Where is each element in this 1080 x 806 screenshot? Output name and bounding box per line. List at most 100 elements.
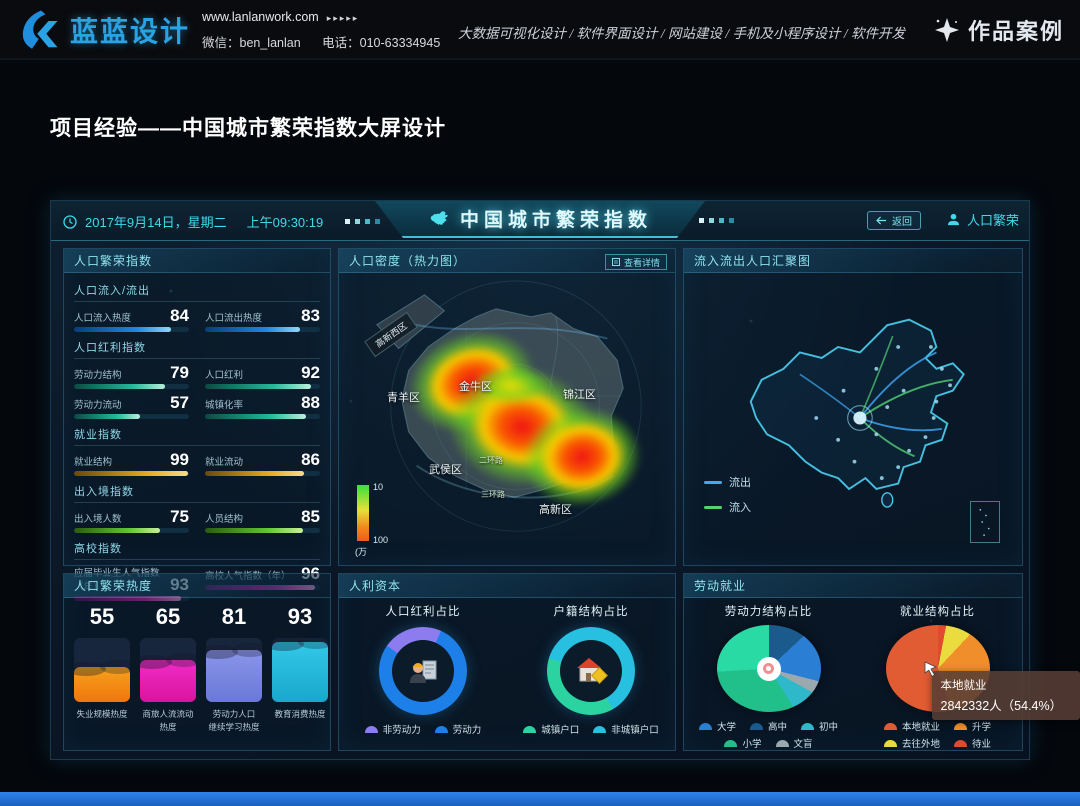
legend-item: 文盲 <box>775 736 813 750</box>
time-text: 上午09:30:19 <box>246 215 324 230</box>
progress-track <box>205 528 320 533</box>
household-donut[interactable] <box>547 627 635 715</box>
district-label: 青羊区 <box>387 392 420 404</box>
dashboard-title-banner: 中国城市繁荣指数 <box>375 201 705 238</box>
metric-section: 人口流入/流出 人口流入热度 84 人口流出热度 83 <box>74 282 320 332</box>
pie-tooltip: 本地就业 2842332人（54.4%） <box>924 661 1080 720</box>
district-label: 锦江区 <box>563 389 596 401</box>
progress-track <box>74 414 189 419</box>
dashboard-title: 中国城市繁荣指数 <box>459 210 652 231</box>
district-label: 高新区 <box>539 504 572 516</box>
chengdu-heatmap[interactable]: 高新西区 青羊区 金牛区 锦江区 武侯区 高新区 二环路 三环路 10 100 … <box>347 277 667 557</box>
bottom-accent-bar <box>0 792 1080 806</box>
progress-fill <box>205 471 304 476</box>
progress-fill <box>74 471 188 476</box>
china-flow-map[interactable]: 流出 流入 <box>692 277 1014 557</box>
dividend-donut[interactable] <box>379 627 467 715</box>
portfolio-button[interactable]: 作品案例 <box>934 14 1064 46</box>
metric: 劳动力流动 57 <box>74 394 189 419</box>
donut-chart-group: 人口红利占比 非劳动力 劳动力 <box>339 598 507 750</box>
pie-center <box>756 656 781 681</box>
progress-track <box>205 327 320 332</box>
back-button[interactable]: 返回 <box>867 211 921 230</box>
dashboard-screenshot: 2017年9月14日，星期二 上午09:30:19 中国城市繁荣指数 返回 <box>50 200 1080 760</box>
legend-item: 待业 <box>954 736 991 750</box>
services-list: 大数据可视化设计 / 软件界面设计 / 网站建设 / 手机及小程序设计 / 软件… <box>458 26 906 41</box>
panel-population-index: 人口繁荣指数 人口流入/流出 人口流入热度 84 人口流出热度 83 <box>63 248 331 601</box>
back-arrow-icon <box>876 216 886 225</box>
panel-human-capital: 人利资本 人口红利占比 非劳动力 <box>338 573 676 751</box>
legend-item: 流出 <box>704 474 751 490</box>
panel-density-heatmap: 人口密度（热力图） 查看详情 高新西区 青羊区 金牛区 <box>338 248 676 566</box>
road-label: 二环路 <box>479 456 503 465</box>
website-link[interactable]: www.lanlanwork.com ▸▸▸▸▸ <box>202 10 360 24</box>
progress-fill <box>74 327 171 332</box>
metric: 劳动力结构 79 <box>74 364 189 389</box>
legend-item: 非劳动力 <box>364 722 421 736</box>
metric: 人口流出热度 83 <box>205 307 320 332</box>
worker-icon <box>410 660 437 683</box>
district-label: 金牛区 <box>459 381 492 393</box>
progress-fill <box>74 384 165 389</box>
panel-title: 劳动就业 <box>684 574 1022 598</box>
panel-employment: 劳动就业 劳动力结构占比 大学 高中 初中 小学 文盲 就业结构占比 <box>683 573 1080 751</box>
metric: 就业结构 99 <box>74 451 189 476</box>
road-label: 三环路 <box>481 490 505 499</box>
legend-item: 流入 <box>704 499 751 515</box>
logo-text[interactable]: 蓝蓝设计 <box>70 16 191 47</box>
metric-section: 人口红利指数 劳动力结构 79 人口红利 92 劳动力流动 57 <box>74 339 320 419</box>
heat-column: 55 失业规模热度 <box>74 604 130 744</box>
house-icon <box>577 658 608 684</box>
panel-title: 人利资本 <box>339 574 675 598</box>
sparkle-star-icon <box>934 18 959 42</box>
view-details-button[interactable]: 查看详情 <box>604 254 667 270</box>
user-mode-label: 人口繁荣 <box>966 213 1019 228</box>
legend-item: 升学 <box>954 719 991 733</box>
progress-fill <box>205 414 307 419</box>
progress-track <box>205 414 320 419</box>
progress-fill <box>74 414 140 419</box>
progress-track <box>74 528 189 533</box>
metric: 出入境人数 75 <box>74 508 189 533</box>
metric: 城镇化率 88 <box>205 394 320 419</box>
heat-bar <box>140 638 196 702</box>
contact-info: 微信：ben_lanlan 电话：010-63334945 <box>202 32 458 51</box>
lanlan-logo-icon[interactable] <box>14 6 62 54</box>
legend-item: 劳动力 <box>434 722 481 736</box>
employment-structure-pie[interactable]: 本地就业 2842332人（54.4%） <box>885 625 1080 720</box>
metric: 人员结构 85 <box>205 508 320 533</box>
wechat-label: 微信：ben_lanlan <box>202 36 301 50</box>
heat-bar <box>206 638 262 702</box>
legend-gradient-bar <box>357 485 369 541</box>
metric: 人口流入热度 84 <box>74 307 189 332</box>
pie-chart-group: 劳动力结构占比 大学 高中 初中 小学 文盲 <box>684 598 853 750</box>
progress-fill <box>205 327 301 332</box>
section-title: 人口红利指数 <box>74 339 320 359</box>
clock-icon <box>63 214 77 229</box>
progress-track <box>74 384 189 389</box>
user-mode-indicator[interactable]: 人口繁荣 <box>946 210 1019 229</box>
page-header: 蓝蓝设计 www.lanlanwork.com ▸▸▸▸▸ 微信：ben_lanl… <box>0 0 1080 60</box>
labor-structure-pie[interactable] <box>716 625 821 712</box>
decor-dots <box>345 219 381 224</box>
heat-blob <box>472 365 552 405</box>
panel-migration-flow: 流入流出人口汇聚图 <box>683 248 1023 566</box>
section-title: 就业指数 <box>74 426 320 446</box>
metric: 就业流动 86 <box>205 451 320 476</box>
panel-title: 流入流出人口汇聚图 <box>684 249 1022 273</box>
legend-item: 小学 <box>724 736 762 750</box>
date-text: 2017年9月14日，星期二 <box>85 215 227 230</box>
progress-track <box>205 384 320 389</box>
panel-prosperity-heat: 人口繁荣热度 55 失业规模热度 65 商旅人流流动热度 81 劳动力人口 继续学… <box>63 573 331 751</box>
detail-icon <box>611 258 620 266</box>
person-icon <box>947 213 960 226</box>
section-title: 高校指数 <box>74 540 320 560</box>
legend-line-outflow <box>704 480 722 484</box>
legend-item: 大学 <box>698 719 736 733</box>
page-title: 项目经验——中国城市繁荣指数大屏设计 <box>50 117 446 140</box>
dashboard-topbar: 2017年9月14日，星期二 上午09:30:19 中国城市繁荣指数 返回 <box>51 201 1029 241</box>
progress-fill <box>205 384 311 389</box>
arrows-decoration: ▸▸▸▸▸ <box>326 13 360 23</box>
legend-item: 本地就业 <box>883 719 940 733</box>
donut-chart-group: 户籍结构占比 城镇户口 非城镇户口 <box>507 598 675 750</box>
